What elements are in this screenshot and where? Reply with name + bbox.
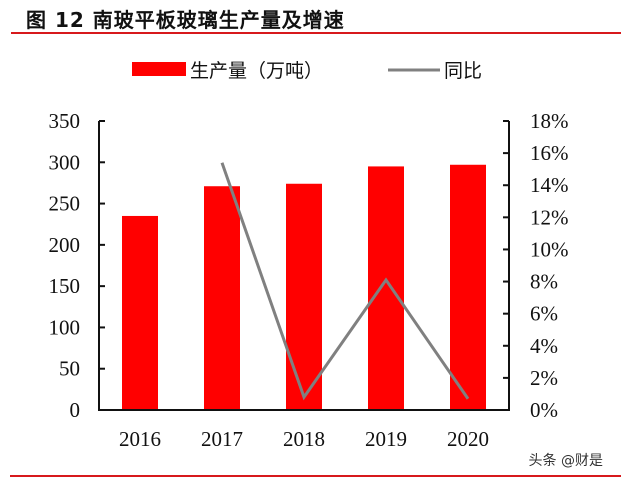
x-tick-label: 2017 — [201, 427, 243, 451]
right-tick-label: 0% — [530, 398, 558, 422]
legend: 生产量（万吨） 同比 — [132, 60, 482, 82]
left-tick-label: 350 — [49, 109, 81, 133]
x-tick-label: 2019 — [365, 427, 407, 451]
axes: 0 50 100 150 200 250 300 350 0% 2% 4% 6% 8% 10% 12% 14%… — [49, 109, 569, 451]
right-tick-label: 10% — [530, 237, 569, 261]
left-tick-label: 100 — [49, 315, 81, 339]
bar-2019 — [368, 166, 404, 410]
left-tick-label: 150 — [49, 274, 81, 298]
legend-bar-label: 生产量（万吨） — [190, 60, 323, 82]
left-tick-label: 0 — [70, 398, 81, 422]
left-tick-label: 50 — [59, 357, 80, 381]
footer-divider — [10, 475, 621, 477]
legend-line-label: 同比 — [444, 60, 482, 82]
chart-title: 图 12 南玻平板玻璃生产量及增速 — [26, 8, 345, 32]
bar-2020 — [450, 164, 486, 410]
bar-2018 — [286, 183, 322, 410]
x-tick-label: 2016 — [119, 427, 161, 451]
right-tick-label: 6% — [530, 302, 558, 326]
right-tick-label: 2% — [530, 366, 558, 390]
right-tick-label: 8% — [530, 270, 558, 294]
left-tick-label: 300 — [49, 150, 81, 174]
left-tick-label: 200 — [49, 233, 81, 257]
right-tick-label: 12% — [530, 205, 569, 229]
x-tick-label: 2018 — [283, 427, 325, 451]
growth-line — [220, 162, 470, 401]
title-divider — [11, 32, 621, 34]
legend-bar-swatch — [132, 62, 186, 76]
bar-2017 — [204, 186, 240, 410]
bar-2016 — [122, 215, 158, 410]
bar-series — [122, 164, 486, 410]
watermark: 头条 @财是 — [528, 453, 603, 469]
left-tick-label: 250 — [49, 192, 81, 216]
right-tick-label: 14% — [530, 173, 569, 197]
right-tick-label: 4% — [530, 334, 558, 358]
right-tick-label: 18% — [530, 109, 569, 133]
x-tick-label: 2020 — [447, 427, 489, 451]
right-tick-label: 16% — [530, 141, 569, 165]
line-series — [220, 162, 470, 401]
